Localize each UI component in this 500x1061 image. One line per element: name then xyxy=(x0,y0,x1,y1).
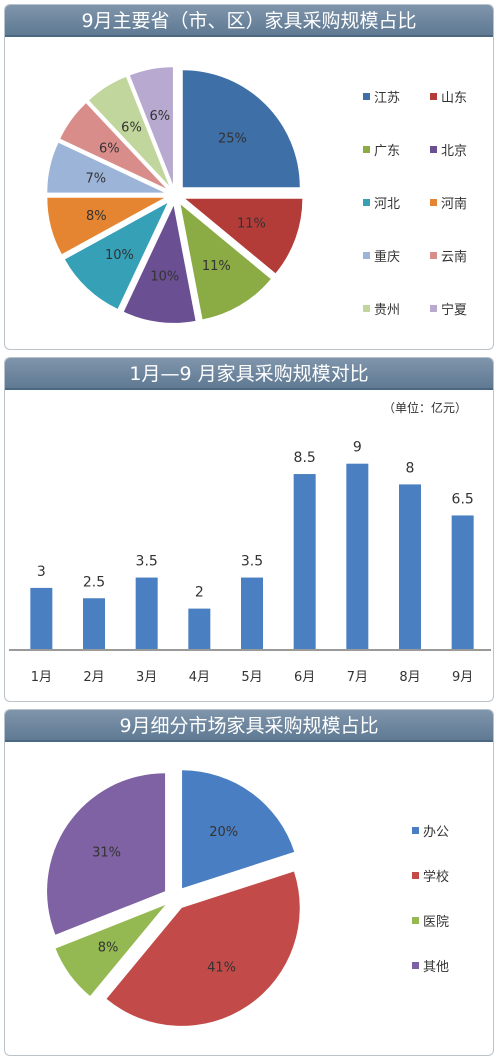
legend-label-2: 医院 xyxy=(423,915,449,930)
pie-slice-0 xyxy=(182,770,295,889)
legend-label-0: 江苏 xyxy=(374,90,400,106)
pie-slice-label-2: 11% xyxy=(202,259,231,274)
legend-swatch-3 xyxy=(412,962,419,969)
monthly-bar-panel: 1月—9 月家具采购规模对比 （单位：亿元） 3 1月 2.5 2月 3.5 3月 2 4月 3.… xyxy=(4,357,494,702)
monthly-bar-title: 1月—9 月家具采购规模对比 xyxy=(5,358,493,390)
pie-slice-label-6: 7% xyxy=(85,171,106,186)
bar-value-label-8: 6.5 xyxy=(452,491,474,507)
pie-slice-3 xyxy=(47,773,166,935)
province-share-title: 9月主要省（市、区）家具采购规模占比 xyxy=(5,5,493,37)
pie-slice-3 xyxy=(123,205,196,323)
segment-share-panel: 9月细分市场家具采购规模占比 20% 41% 8% 31% 办公学校医院其他 xyxy=(4,709,494,1056)
bar-6 xyxy=(346,463,369,650)
legend-label-8: 贵州 xyxy=(374,303,400,318)
pie-slice-label-1: 41% xyxy=(207,960,236,975)
pie-slice-label-7: 6% xyxy=(99,141,120,156)
pie-slice-2 xyxy=(180,204,271,320)
legend-label-3: 其他 xyxy=(423,960,449,975)
legend-label-4: 河北 xyxy=(374,197,400,212)
pie-slice-label-4: 10% xyxy=(105,248,134,263)
pie-slice-label-3: 31% xyxy=(92,845,121,860)
pie-slice-9 xyxy=(129,67,173,185)
legend-swatch-8 xyxy=(363,305,370,312)
bar-3 xyxy=(188,608,211,650)
bar-8 xyxy=(451,515,474,650)
monthly-bar-chart: （单位：亿元） 3 1月 2.5 2月 3.5 3月 2 4月 3.5 5月 8.5 6月 9 7月 8 8月 6… xyxy=(9,400,491,685)
x-tick-label-7: 8月 xyxy=(399,670,420,685)
pie-slice-label-0: 25% xyxy=(218,132,247,147)
pie-slice-5 xyxy=(47,197,165,255)
legend-swatch-9 xyxy=(430,305,437,312)
pie-slice-label-2: 8% xyxy=(98,941,119,956)
bar-value-label-6: 9 xyxy=(353,440,362,456)
bar-value-label-2: 3.5 xyxy=(136,554,158,570)
pie-slice-label-0: 20% xyxy=(209,825,238,840)
pie-slice-2 xyxy=(55,905,166,996)
x-tick-label-0: 1月 xyxy=(31,670,52,685)
bar-4 xyxy=(241,577,263,650)
legend-swatch-3 xyxy=(430,146,437,153)
pie-slice-label-8: 6% xyxy=(121,120,142,135)
pie-slice-0 xyxy=(182,70,300,188)
bar-value-label-0: 3 xyxy=(37,564,46,580)
x-tick-label-5: 6月 xyxy=(294,670,315,685)
legend-swatch-4 xyxy=(363,199,370,206)
x-tick-label-6: 7月 xyxy=(347,670,368,685)
pie-slice-8 xyxy=(89,76,170,186)
pie-slice-1 xyxy=(106,871,300,1026)
province-share-panel: 9月主要省（市、区）家具采购规模占比 25% 11% 11% 10% 10% 8% 7% 6%… xyxy=(4,4,494,350)
x-tick-label-2: 3月 xyxy=(136,670,157,685)
legend-swatch-6 xyxy=(363,252,370,259)
legend-label-0: 办公 xyxy=(423,825,449,840)
legend-label-1: 山东 xyxy=(441,91,467,106)
pie-slice-6 xyxy=(47,142,165,193)
legend-swatch-5 xyxy=(430,199,437,206)
legend-label-7: 云南 xyxy=(441,249,467,265)
x-tick-label-4: 5月 xyxy=(241,670,262,685)
legend-swatch-1 xyxy=(412,872,419,879)
bar-value-label-3: 2 xyxy=(195,585,204,601)
bar-value-label-1: 2.5 xyxy=(83,574,105,590)
legend-label-2: 广东 xyxy=(374,144,400,159)
legend-label-3: 北京 xyxy=(441,144,467,159)
legend-label-9: 宁夏 xyxy=(441,302,467,318)
pie-slice-label-1: 11% xyxy=(237,217,266,232)
bar-1 xyxy=(83,598,105,650)
pie-slice-label-3: 10% xyxy=(150,270,179,285)
pie-slice-label-5: 8% xyxy=(86,209,107,224)
legend-swatch-0 xyxy=(363,93,370,100)
legend-label-5: 河南 xyxy=(441,196,467,212)
x-tick-label-3: 4月 xyxy=(189,670,210,685)
legend-swatch-0 xyxy=(412,827,419,834)
unit-note: （单位：亿元） xyxy=(383,400,467,415)
legend-swatch-1 xyxy=(430,93,437,100)
pie-slice-4 xyxy=(64,203,168,309)
bar-2 xyxy=(135,577,158,650)
bar-5 xyxy=(293,474,316,650)
pie-slice-7 xyxy=(60,103,167,189)
bar-7 xyxy=(399,484,421,650)
bar-value-label-4: 3.5 xyxy=(241,554,263,570)
province-pie-chart: 25%11%11%10%10%8%7%6%6%6%江苏 山东广东 北京河北 河南重庆云… xyxy=(47,67,467,323)
legend-swatch-2 xyxy=(412,917,419,924)
segment-share-title: 9月细分市场家具采购规模占比 xyxy=(5,710,493,742)
bar-value-label-5: 8.5 xyxy=(294,450,316,466)
legend-swatch-2 xyxy=(363,146,370,153)
x-tick-label-1: 2月 xyxy=(83,670,104,685)
pie-slice-label-9: 6% xyxy=(149,109,170,124)
x-tick-label-8: 9月 xyxy=(452,670,473,685)
legend-label-1: 学校 xyxy=(423,869,449,885)
legend-label-6: 重庆 xyxy=(374,249,400,265)
legend-swatch-7 xyxy=(430,252,437,259)
bar-value-label-7: 8 xyxy=(406,460,415,476)
pie-slice-1 xyxy=(185,198,303,274)
bar-0 xyxy=(30,587,53,650)
